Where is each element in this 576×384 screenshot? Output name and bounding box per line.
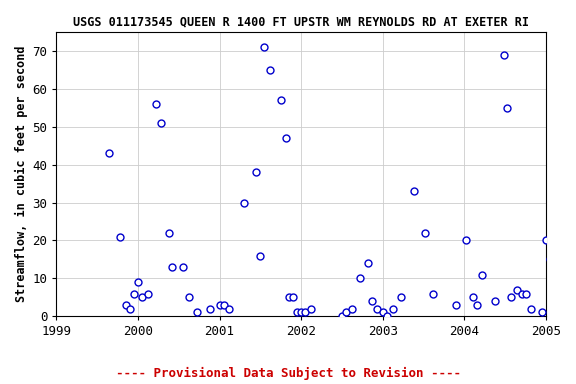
Point: [256, 253, 265, 259]
Point: [301, 310, 310, 316]
Point: [178, 264, 187, 270]
Point: [260, 44, 269, 50]
Point: [541, 237, 551, 243]
Point: [506, 294, 516, 300]
Point: [429, 290, 438, 296]
Point: [105, 150, 114, 156]
Point: [396, 294, 406, 300]
Point: [468, 294, 477, 300]
Point: [205, 306, 214, 312]
Point: [502, 105, 511, 111]
Point: [143, 290, 152, 296]
Point: [276, 97, 285, 103]
Point: [342, 310, 351, 316]
Point: [138, 294, 147, 300]
Point: [478, 271, 487, 278]
Point: [219, 302, 228, 308]
Point: [409, 188, 418, 194]
Point: [347, 306, 357, 312]
Point: [363, 260, 373, 266]
Point: [537, 310, 547, 316]
Point: [545, 256, 555, 262]
Point: [282, 135, 291, 141]
Point: [252, 169, 261, 175]
Point: [293, 310, 302, 316]
Point: [129, 290, 138, 296]
Point: [297, 310, 306, 316]
Title: USGS 011173545 QUEEN R 1400 FT UPSTR WM REYNOLDS RD AT EXETER RI: USGS 011173545 QUEEN R 1400 FT UPSTR WM …: [73, 15, 529, 28]
Point: [367, 298, 377, 304]
Point: [499, 51, 508, 58]
Point: [125, 306, 134, 312]
Point: [115, 233, 124, 240]
Point: [517, 290, 526, 296]
Point: [168, 264, 177, 270]
Point: [266, 67, 275, 73]
Point: [164, 230, 173, 236]
Point: [491, 298, 500, 304]
Point: [521, 290, 530, 296]
Point: [526, 306, 536, 312]
Point: [156, 120, 165, 126]
Point: [151, 101, 161, 107]
Point: [133, 279, 142, 285]
Point: [240, 199, 249, 205]
Point: [373, 306, 382, 312]
Point: [289, 294, 298, 300]
Point: [513, 286, 522, 293]
Point: [306, 306, 316, 312]
Point: [225, 306, 234, 312]
Point: [338, 313, 347, 319]
Point: [382, 313, 392, 319]
Point: [472, 302, 481, 308]
Point: [285, 294, 294, 300]
Point: [121, 302, 130, 308]
Point: [461, 237, 471, 243]
Point: [355, 275, 365, 281]
Point: [184, 294, 193, 300]
Y-axis label: Streamflow, in cubic feet per second: Streamflow, in cubic feet per second: [15, 46, 28, 302]
Point: [452, 302, 461, 308]
Point: [420, 230, 430, 236]
Point: [378, 310, 388, 316]
Point: [215, 302, 224, 308]
Text: ---- Provisional Data Subject to Revision ----: ---- Provisional Data Subject to Revisio…: [116, 367, 460, 380]
Point: [388, 306, 397, 312]
Point: [192, 310, 201, 316]
